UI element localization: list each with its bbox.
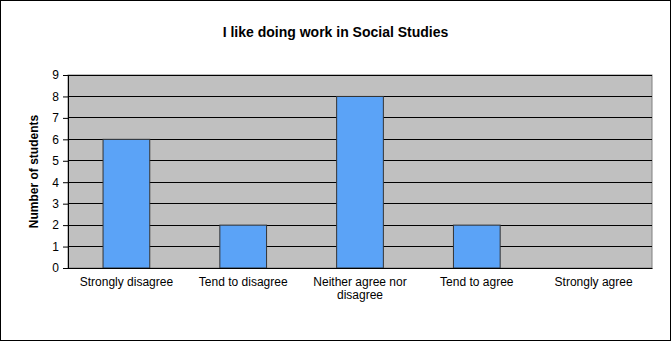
y-axis-line: [63, 76, 69, 269]
bar: [570, 268, 617, 269]
y-tick-mark: [63, 204, 68, 205]
x-tick: Strongly agree: [555, 268, 633, 289]
chart-title: I like doing work in Social Studies: [223, 24, 449, 40]
x-tick-label: Neither agree nordisagree: [313, 275, 406, 303]
x-tick: Neither agree nordisagree: [313, 268, 406, 302]
y-tick-mark: [63, 161, 68, 162]
x-tick-label: Tend to agree: [440, 275, 514, 289]
y-tick-label: 0: [52, 261, 59, 275]
y-tick: 5: [52, 154, 68, 168]
y-tick-label: 7: [52, 111, 59, 125]
y-tick: 9: [52, 68, 68, 82]
x-tick-label: Strongly disagree: [80, 275, 174, 289]
bar: [220, 225, 267, 268]
y-tick-label: 9: [52, 68, 59, 82]
x-axis: Strongly disagree Tend to disagree Neither…: [69, 268, 653, 302]
bar: [103, 139, 150, 268]
y-tick-mark: [63, 118, 68, 119]
bar: [453, 225, 500, 268]
y-tick-mark: [63, 247, 68, 248]
y-tick-mark: [63, 268, 68, 269]
y-tick: 3: [52, 197, 68, 211]
y-tick: 8: [52, 90, 68, 104]
y-axis-title: Number of students: [27, 115, 41, 229]
y-tick-label: 6: [52, 133, 59, 147]
y-tick-mark: [63, 96, 68, 97]
y-tick-label: 8: [52, 90, 59, 104]
grid-line: [68, 75, 652, 76]
y-tick-label: 3: [52, 197, 59, 211]
plot-background: [68, 75, 652, 268]
y-tick-mark: [63, 225, 68, 226]
y-tick-label: 5: [52, 154, 59, 168]
x-tick-label: Tend to disagree: [199, 275, 288, 289]
chart-border: [1, 1, 671, 341]
y-tick-label: 2: [52, 218, 59, 232]
y-tick: 6: [52, 133, 68, 147]
y-tick-mark: [63, 182, 68, 183]
y-tick: 7: [52, 111, 68, 125]
y-tick-label: 1: [52, 240, 59, 254]
y-tick-mark: [63, 75, 68, 76]
y-tick-mark: [63, 139, 68, 140]
y-tick: 2: [52, 218, 68, 232]
x-tick: Tend to disagree: [199, 268, 288, 289]
y-tick: 4: [52, 176, 68, 190]
x-tick: Strongly disagree: [80, 268, 174, 289]
y-tick: 0: [52, 261, 68, 275]
y-axis: 0 1 2 3 4 5 6 7 8 9: [52, 68, 68, 275]
y-tick-label: 4: [52, 176, 59, 190]
bar: [337, 96, 384, 268]
x-tick-label: Strongly agree: [555, 275, 633, 289]
y-tick: 1: [52, 240, 68, 254]
x-axis-line: [69, 268, 653, 269]
x-tick: Tend to agree: [440, 268, 514, 289]
